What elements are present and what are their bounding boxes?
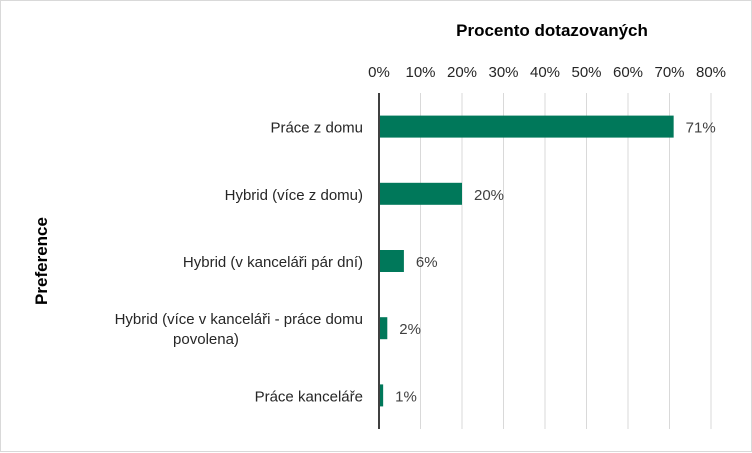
x-tick-label: 40% bbox=[530, 64, 560, 81]
category-label: Hybrid (více z domu) bbox=[225, 187, 363, 204]
bar bbox=[380, 182, 462, 205]
x-tick-label: 60% bbox=[613, 64, 643, 81]
y-axis-title: Preference bbox=[32, 217, 51, 305]
category-labels: Práce z domu Hybrid (více z domu) Hybrid (… bbox=[115, 120, 363, 406]
x-tick-label: 50% bbox=[571, 64, 601, 81]
x-tick-label: 20% bbox=[447, 64, 477, 81]
category-label: Práce z domu bbox=[270, 120, 363, 137]
data-labels: 71% 20% 6% 2% 1% bbox=[395, 120, 716, 406]
x-tick-label: 10% bbox=[405, 64, 435, 81]
data-label: 71% bbox=[686, 120, 716, 137]
category-label: Hybrid (v kanceláři pár dní) bbox=[183, 254, 363, 271]
gridlines bbox=[420, 93, 712, 429]
bars bbox=[380, 115, 674, 407]
bar bbox=[380, 250, 404, 272]
x-tick-label: 70% bbox=[654, 64, 684, 81]
bar bbox=[380, 115, 674, 138]
category-label: Hybrid (více v kanceláři - práce domu bbox=[115, 311, 363, 328]
x-axis-ticks: 0% 10% 20% 30% 40% 50% 60% 70% 80% bbox=[368, 64, 726, 81]
x-tick-label: 30% bbox=[488, 64, 518, 81]
data-label: 20% bbox=[474, 187, 504, 204]
x-tick-label: 0% bbox=[368, 64, 390, 81]
category-label: povolena) bbox=[173, 331, 239, 348]
data-label: 1% bbox=[395, 388, 417, 405]
bar bbox=[380, 317, 388, 340]
data-label: 6% bbox=[416, 254, 438, 271]
x-axis-title: Procento dotazovaných bbox=[456, 21, 648, 40]
bar bbox=[380, 384, 384, 407]
x-tick-label: 80% bbox=[696, 64, 726, 81]
category-label: Práce kanceláře bbox=[255, 388, 363, 405]
data-label: 2% bbox=[399, 321, 421, 338]
